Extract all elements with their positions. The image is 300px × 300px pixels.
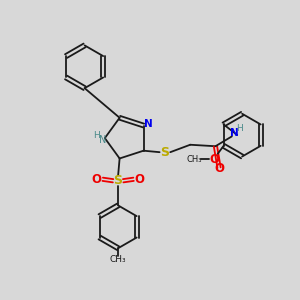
Text: O: O	[92, 173, 102, 186]
Text: N: N	[230, 128, 239, 139]
Text: O: O	[214, 162, 224, 175]
Text: S: S	[160, 146, 169, 159]
Text: CH₃: CH₃	[186, 155, 202, 164]
Text: N: N	[99, 135, 106, 145]
Text: O: O	[134, 173, 145, 186]
Text: S: S	[114, 174, 123, 187]
Text: H: H	[93, 131, 100, 140]
Text: CH₃: CH₃	[110, 255, 126, 264]
Text: H: H	[236, 124, 243, 133]
Text: N: N	[144, 119, 152, 129]
Text: O: O	[209, 153, 219, 166]
